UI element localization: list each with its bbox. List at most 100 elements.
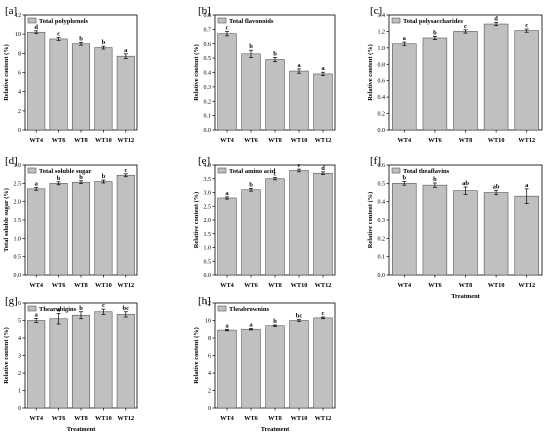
panel-f-legend-swatch (391, 167, 401, 174)
panel-d-ytick-label: 3.0 (14, 163, 22, 169)
panel-b: [b] 0.0 0.1 0.2 0.3 0.4 0.5 0.6 0.7 0.8 Relative c… (193, 5, 336, 144)
panel-h-ytick-label: 12 (205, 301, 211, 307)
panel-b-letter: [b] (198, 5, 211, 17)
panel-d-bar (94, 181, 113, 276)
panel-e-ytick-label: 2.0 (204, 218, 212, 224)
panel-b-legend-label: Total flavonoids (229, 18, 274, 25)
panel-b-ytick-label: 0.1 (204, 114, 212, 120)
panel-g-bar (116, 314, 135, 409)
panel-b-significance-label: c (226, 25, 229, 32)
panel-c-bar (392, 43, 417, 131)
panel-e-letter: [e] (198, 155, 210, 167)
panel-e-significance-label: a (225, 190, 229, 197)
panel-g-category-label: WT10 (95, 415, 112, 422)
panel-d-ytick-label: 0.5 (14, 255, 22, 261)
panel-h-bar (217, 329, 237, 409)
panel-c-ytick-label: 1.2 (378, 29, 386, 35)
panel-a-significance-label: c (57, 31, 60, 38)
panel-b-category-label: WT8 (268, 137, 282, 144)
panel-f-bar (514, 195, 539, 276)
panel-g-significance-label: a (35, 311, 39, 318)
panel-b-ytick-label: 0.6 (204, 42, 212, 48)
panel-b-significance-label: b (273, 50, 277, 57)
panel-h-legend-swatch (217, 305, 227, 312)
panel-f-ytick-label: 0.3 (378, 218, 386, 224)
panel-a-category-label: WT6 (52, 137, 66, 144)
panel-a: [a] 0 2 4 6 8 10 12 Relative content (%) Total po… (3, 5, 138, 144)
panel-c-significance-label: d (494, 15, 498, 22)
panel-c-category-label: WT10 (488, 137, 505, 144)
panel-g-ytick-label: 6 (18, 301, 21, 307)
panel-h-significance-label: b (273, 318, 277, 325)
panel-b-ytick-label: 0.4 (204, 71, 212, 77)
panel-g-legend-label: Thearubigins (39, 306, 77, 313)
panel-g: [g] 0 1 2 3 4 5 6 Relative content (%) Thearubigi… (3, 295, 138, 433)
panel-a-letter: [a] (5, 5, 17, 17)
panel-a-ytick-label: 12 (15, 13, 21, 19)
panel-c-significance-label: c (464, 23, 467, 30)
panel-g-category-label: WT12 (117, 415, 134, 422)
panel-g-ytick-label: 3 (18, 354, 21, 360)
panel-e-ytick-label: 1.5 (204, 232, 212, 238)
panel-g-significance-label: a (57, 307, 61, 314)
panel-c-bar (453, 31, 478, 131)
panel-a-significance-label: b (102, 39, 106, 46)
panel-f-ytick-label: 0.2 (378, 236, 386, 242)
panel-c-significance-label: a (403, 35, 407, 42)
panel-b-ytick-label: 0.5 (204, 56, 212, 62)
panel-c-letter: [c] (370, 5, 382, 17)
panel-a-bar (116, 55, 135, 131)
panel-f-significance-label: b (402, 175, 406, 182)
panel-h-category-label: WT10 (291, 415, 308, 422)
panel-c-bar (483, 23, 509, 131)
panel-a-ytick-label: 0 (18, 128, 21, 134)
panel-h-significance-label: c (322, 310, 325, 317)
panel-h-category-label: WT6 (244, 415, 258, 422)
panel-f-letter: [f] (370, 155, 381, 167)
panel-e-ytick-label: 0.5 (204, 259, 212, 265)
panel-b-significance-label: a (321, 65, 325, 72)
panel-h-significance-label: a (225, 322, 229, 329)
panel-b-legend-swatch (217, 17, 227, 24)
panel-b-bar (217, 33, 237, 131)
panel-e-ylabel: Relative content (%) (193, 192, 200, 248)
panel-g-significance-label: bc (123, 305, 130, 312)
panel-e-legend-swatch (217, 167, 227, 174)
panel-e-bar (265, 178, 285, 276)
panel-a-bar (71, 43, 91, 131)
panel-a-category-label: WT10 (95, 137, 112, 144)
panel-b-category-label: WT4 (220, 137, 234, 144)
panel-f-bar (392, 183, 417, 276)
panel-a-ytick-label: 8 (18, 51, 21, 57)
panel-b-bar (313, 73, 333, 131)
panel-h-bar (289, 320, 309, 409)
panel-a-ytick-label: 10 (15, 32, 21, 38)
panel-h-significance-label: a (249, 322, 253, 329)
panel-b-ylabel: Relative content (%) (193, 44, 200, 100)
panel-d-legend-swatch (27, 167, 37, 174)
panel-b-category-label: WT10 (291, 137, 308, 144)
panel-d-category-label: WT6 (52, 282, 66, 289)
panel-a-significance-label: a (124, 47, 128, 54)
panel-f-significance-label: b (433, 176, 437, 183)
panel-e-ytick-label: 1.0 (204, 246, 212, 252)
panel-h-legend-label: Theabrownins (229, 306, 269, 313)
panel-h-bar (241, 328, 261, 409)
panel-e-significance-label: d (321, 165, 325, 172)
panel-a-category-label: WT12 (117, 137, 134, 144)
panel-g-category-label: WT6 (52, 415, 66, 422)
panel-f-ytick-label: 0.0 (378, 273, 386, 279)
panel-e-significance-label: e (298, 162, 301, 169)
panel-d-ytick-label: 1.5 (14, 218, 22, 224)
panel-b-category-label: WT6 (244, 137, 258, 144)
panel-d-ylabel: Total soluble sugar (%) (3, 188, 10, 252)
panel-d-legend-label: Total soluble sugar (39, 168, 92, 175)
panel-e-ytick-label: 3.0 (204, 191, 212, 197)
panel-b-significance-label: b (249, 43, 253, 50)
panel-d-category-label: WT10 (95, 282, 112, 289)
panel-b-ytick-label: 0.7 (204, 27, 212, 33)
panel-c-legend-label: Total polysaccharides (403, 18, 463, 25)
panel-g-ytick-label: 4 (18, 336, 21, 342)
panel-c-bar (422, 37, 448, 131)
